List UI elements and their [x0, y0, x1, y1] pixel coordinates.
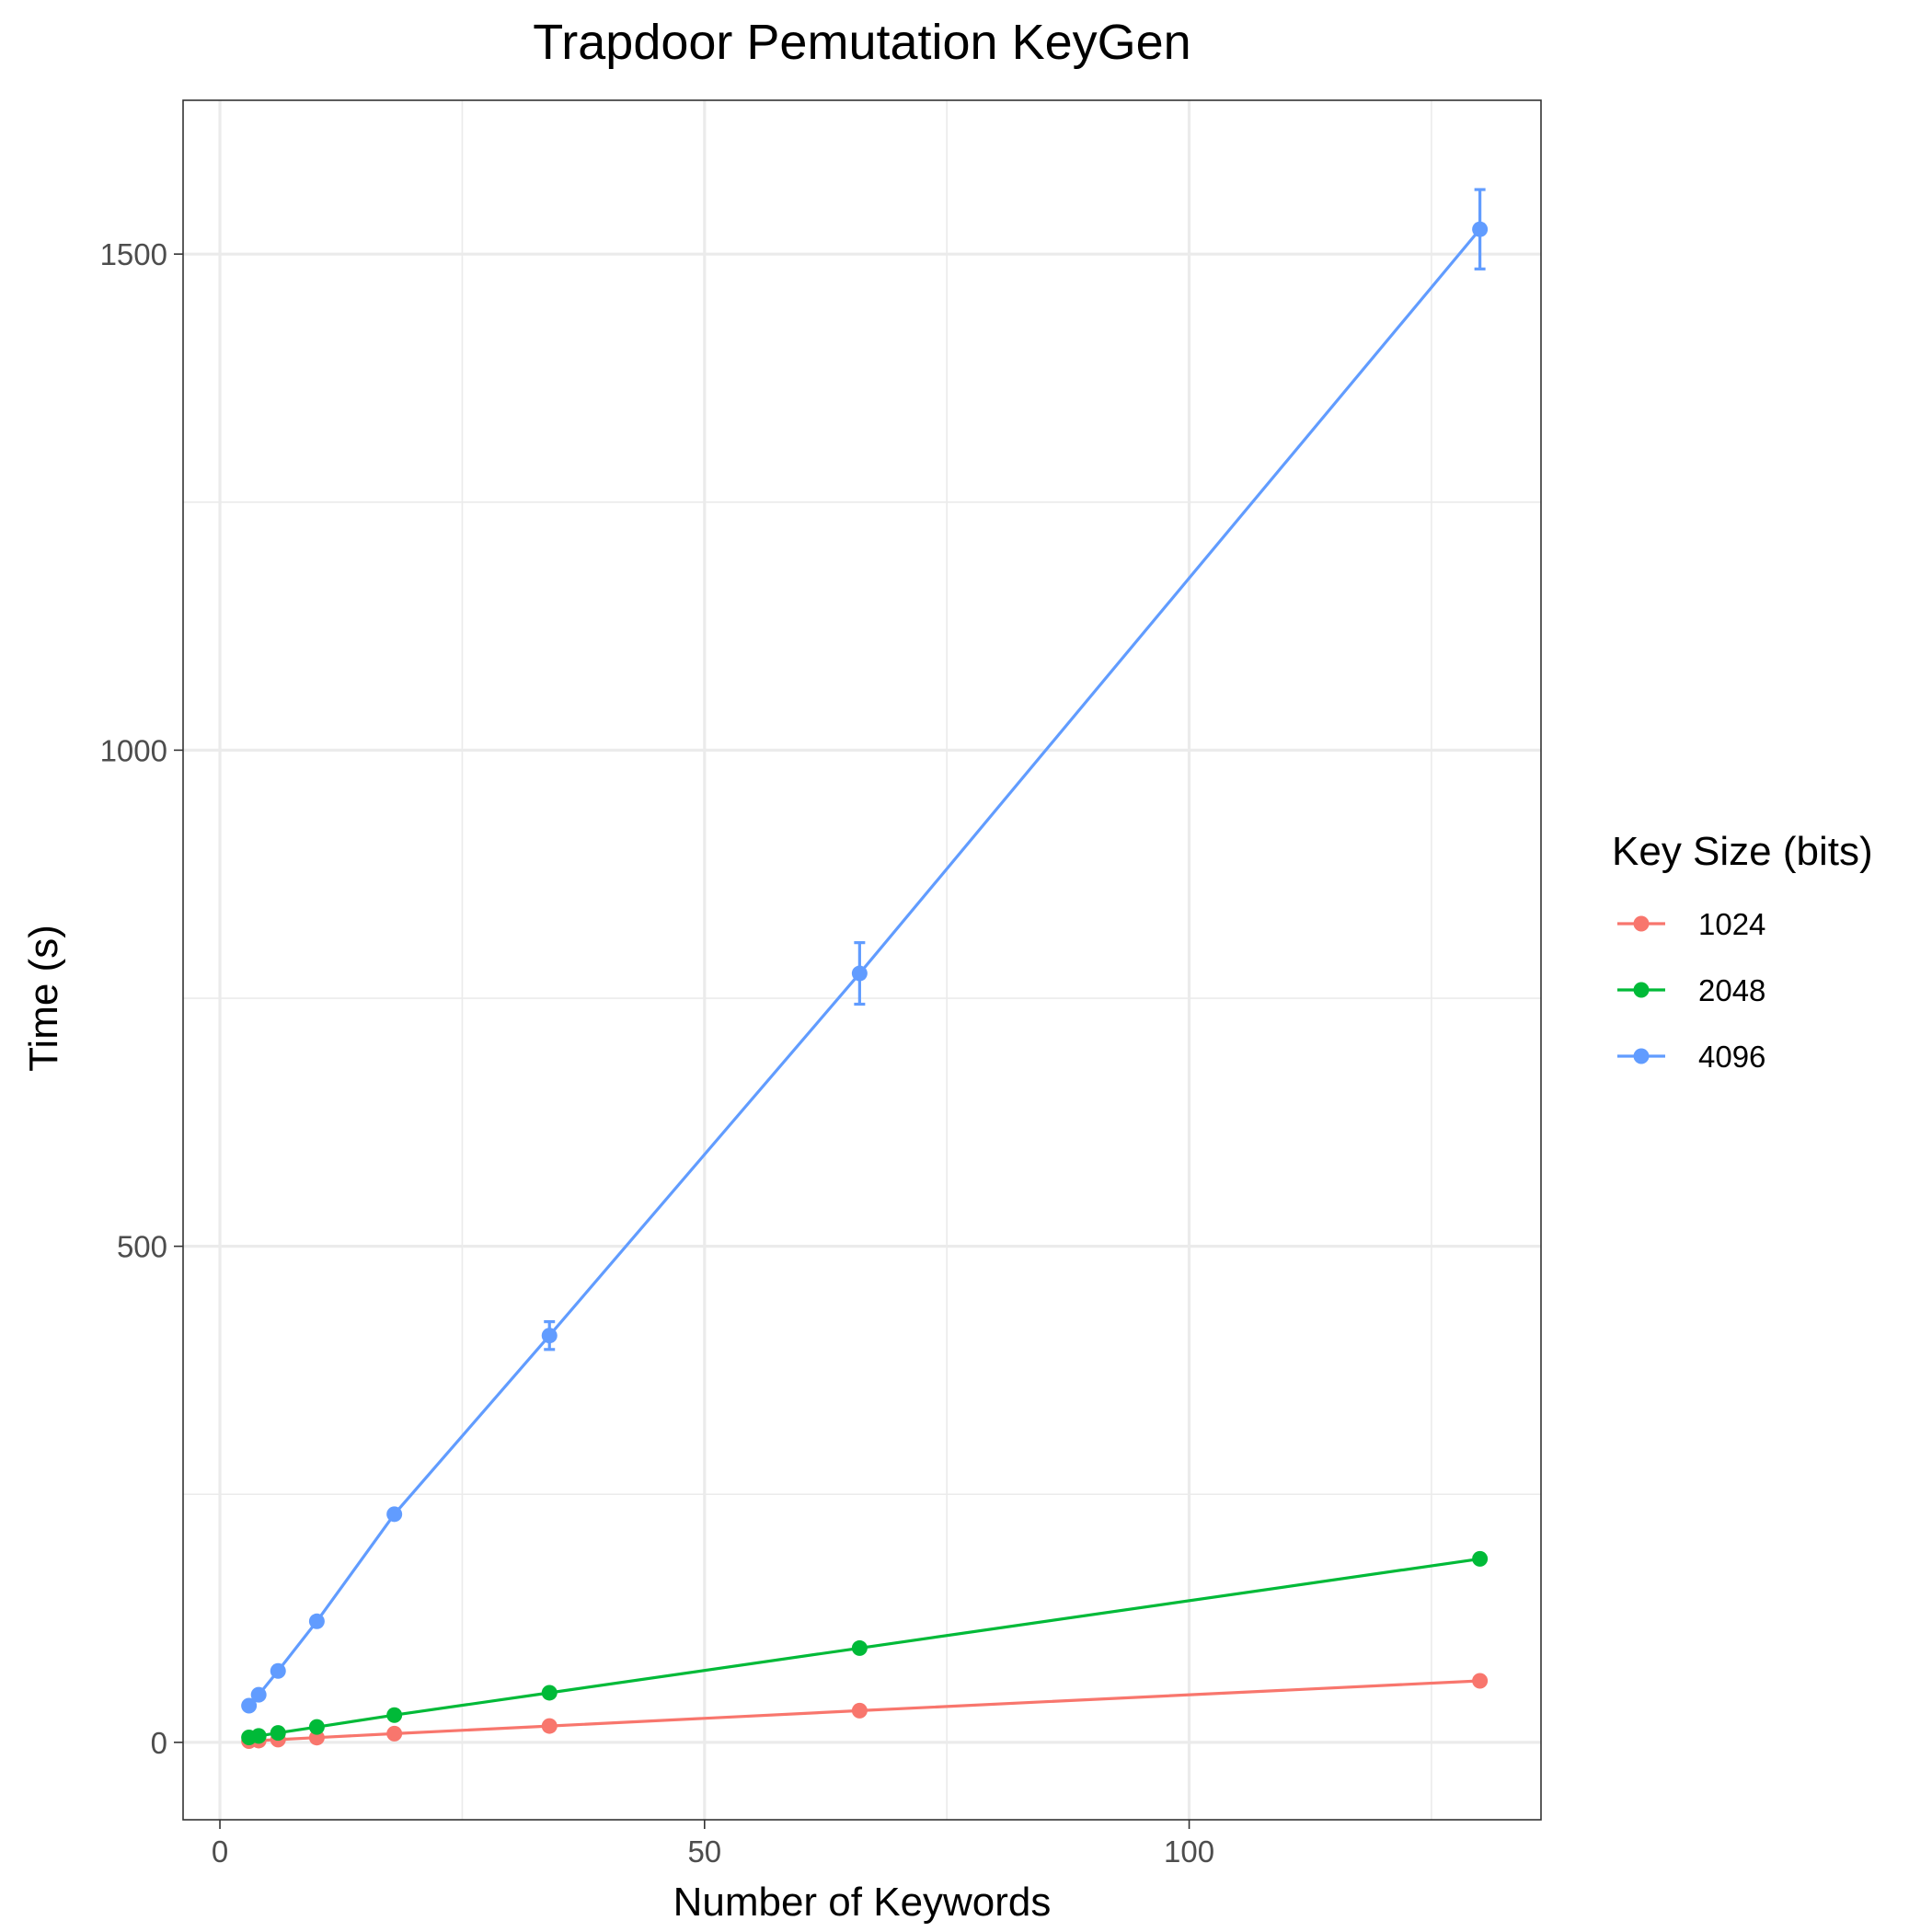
- data-point: [386, 1707, 403, 1723]
- data-point: [386, 1506, 403, 1523]
- y-tick-label: 0: [151, 1726, 167, 1760]
- legend-label: 1024: [1698, 907, 1765, 941]
- chart-title: Trapdoor Pemutation KeyGen: [533, 15, 1190, 70]
- x-tick-label: 100: [1164, 1834, 1214, 1869]
- legend-label: 2048: [1698, 973, 1765, 1007]
- legend-key-point: [1633, 915, 1650, 932]
- legend-key-point: [1633, 982, 1650, 998]
- x-tick-label: 50: [687, 1834, 721, 1869]
- data-point: [308, 1613, 325, 1629]
- legend-item-1024: 1024: [1617, 907, 1765, 941]
- data-point: [386, 1725, 403, 1742]
- data-point: [1472, 1550, 1489, 1567]
- legend-title: Key Size (bits): [1612, 829, 1873, 874]
- data-point: [1472, 1673, 1489, 1689]
- x-axis-title: Number of Keywords: [673, 1880, 1052, 1925]
- data-point: [250, 1686, 267, 1703]
- data-point: [851, 1639, 868, 1656]
- data-point: [541, 1328, 558, 1344]
- y-tick-label: 1500: [100, 237, 167, 271]
- data-point: [308, 1719, 325, 1735]
- series-2048: [241, 1550, 1489, 1745]
- legend-item-4096: 4096: [1617, 1040, 1765, 1074]
- y-axis-title: Time (s): [21, 925, 66, 1072]
- series-4096: [241, 188, 1489, 1714]
- data-point: [270, 1725, 286, 1742]
- data-point: [1472, 221, 1489, 237]
- y-tick-label: 1000: [100, 733, 167, 767]
- data-point: [851, 1702, 868, 1719]
- x-tick-label: 0: [212, 1834, 228, 1869]
- y-tick-label: 500: [117, 1230, 167, 1264]
- legend-key-point: [1633, 1048, 1650, 1064]
- data-point: [241, 1697, 258, 1714]
- data-point: [541, 1718, 558, 1734]
- data-point: [851, 965, 868, 982]
- data-point: [541, 1685, 558, 1701]
- legend-label: 4096: [1698, 1040, 1765, 1074]
- data-point: [250, 1728, 267, 1744]
- data-point: [270, 1662, 286, 1679]
- legend: Key Size (bits) 1024 2048 4096: [1612, 829, 1873, 1074]
- plot-panel-border: [182, 99, 1542, 1821]
- legend-item-2048: 2048: [1617, 973, 1765, 1007]
- grid-lines: [183, 100, 1541, 1820]
- series-group: [241, 188, 1489, 1749]
